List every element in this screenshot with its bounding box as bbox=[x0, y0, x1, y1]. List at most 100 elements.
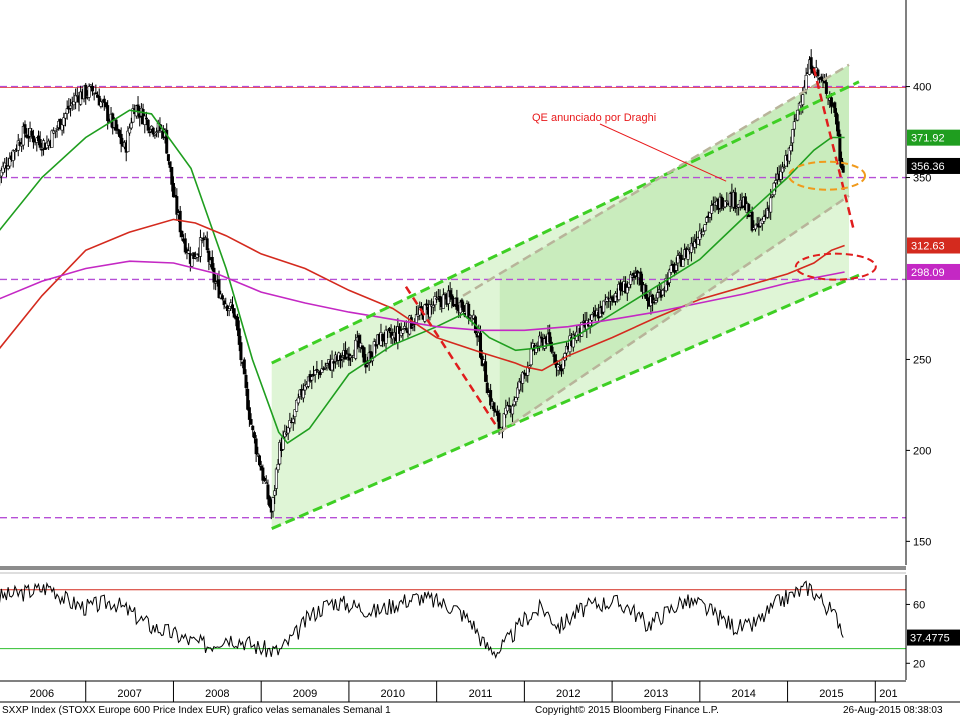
candle-body bbox=[301, 389, 305, 399]
candle-body bbox=[251, 425, 255, 431]
x-tick-label: 2012 bbox=[556, 688, 580, 700]
price-chart: 150200250350400371.92356.36312.63298.09 … bbox=[0, 0, 960, 703]
candle-body bbox=[325, 363, 329, 366]
candle-body bbox=[710, 205, 714, 214]
candle-body bbox=[580, 322, 584, 337]
candle-body bbox=[443, 292, 447, 295]
candle-body bbox=[829, 97, 833, 107]
candle-body bbox=[30, 130, 34, 136]
candle-body bbox=[435, 297, 439, 300]
candle-body bbox=[514, 397, 518, 402]
candle-body bbox=[678, 253, 682, 255]
candle-body bbox=[268, 496, 272, 507]
candle-body bbox=[502, 413, 506, 430]
inner-channel-line bbox=[462, 63, 850, 297]
candle-body bbox=[838, 133, 842, 162]
moving-average-line bbox=[0, 260, 845, 332]
inner-channel-fill bbox=[499, 64, 849, 433]
candle-body bbox=[102, 98, 106, 103]
footer-copyright: Copyright© 2015 Bloomberg Finance L.P. bbox=[535, 705, 719, 716]
candle-body bbox=[770, 194, 774, 197]
candle-body bbox=[836, 121, 840, 137]
footer-title: SXXP Index (STOXX Europe 600 Price Index… bbox=[2, 705, 391, 716]
candle-body bbox=[565, 345, 569, 354]
candle-body bbox=[330, 358, 334, 371]
candle-body bbox=[58, 118, 62, 130]
candle-body bbox=[129, 122, 133, 129]
x-tick-label: 2007 bbox=[117, 688, 141, 700]
candle-body bbox=[571, 334, 575, 348]
y-tick-label: 200 bbox=[913, 445, 931, 457]
candle-body bbox=[212, 267, 216, 283]
candle-body bbox=[674, 264, 678, 271]
candle-body bbox=[656, 292, 660, 299]
candle-body bbox=[703, 224, 707, 232]
candle-body bbox=[511, 405, 515, 415]
candle-body bbox=[178, 210, 182, 233]
candle-body bbox=[168, 161, 172, 168]
candle-body bbox=[359, 342, 363, 348]
candle-body bbox=[816, 69, 820, 77]
candle-body bbox=[266, 484, 270, 500]
candle-body bbox=[210, 256, 214, 270]
candle-body bbox=[489, 390, 493, 406]
sub-last-value-badge bbox=[907, 629, 960, 646]
candle-body bbox=[263, 477, 267, 481]
candle-body bbox=[256, 453, 260, 456]
candle-body bbox=[173, 194, 177, 197]
last-value-label: 356.36 bbox=[911, 161, 945, 173]
footer: SXXP Index (STOXX Europe 600 Price Index… bbox=[0, 703, 960, 720]
candle-body bbox=[625, 287, 629, 294]
candle-body bbox=[549, 341, 553, 352]
candle-body bbox=[293, 409, 297, 417]
candle-body bbox=[207, 250, 211, 263]
candle-body bbox=[492, 402, 496, 412]
candle-body bbox=[286, 427, 290, 434]
candle-body bbox=[50, 130, 54, 148]
candle-body bbox=[667, 269, 671, 283]
candle-body bbox=[485, 382, 489, 394]
candle-body bbox=[144, 117, 148, 120]
candle-body bbox=[796, 109, 800, 121]
candle-body bbox=[705, 217, 709, 223]
sub-last-value-label: 37.4775 bbox=[910, 633, 950, 645]
candle-body bbox=[654, 300, 658, 303]
sub-y-tick-label: 20 bbox=[913, 658, 925, 670]
candle-body bbox=[774, 180, 778, 184]
candle-body bbox=[801, 94, 805, 106]
candle-body bbox=[89, 84, 93, 87]
candle-body bbox=[252, 432, 256, 439]
candle-body bbox=[669, 265, 673, 273]
x-tick-label: 2010 bbox=[381, 688, 405, 700]
candle-body bbox=[362, 347, 366, 363]
candle-body bbox=[762, 216, 766, 222]
candle-body bbox=[323, 367, 327, 369]
candle-body bbox=[170, 166, 174, 185]
candle-body bbox=[53, 130, 57, 132]
x-tick-label: 2015 bbox=[819, 688, 843, 700]
candle-body bbox=[792, 121, 796, 130]
candle-body bbox=[232, 308, 236, 318]
candle-body bbox=[425, 303, 429, 306]
oscillator-line bbox=[0, 580, 844, 659]
candle-body bbox=[264, 482, 268, 485]
ma-ellipse bbox=[794, 252, 877, 281]
candle-body bbox=[175, 196, 179, 215]
candle-body bbox=[55, 128, 59, 130]
candle-body bbox=[136, 104, 140, 112]
candle-body bbox=[183, 238, 187, 253]
candle-body bbox=[284, 432, 288, 435]
candle-body bbox=[291, 418, 295, 423]
candle-body bbox=[789, 145, 793, 152]
candle-body bbox=[13, 150, 17, 153]
x-tick-label: 201 bbox=[879, 688, 897, 700]
last-value-label: 312.63 bbox=[911, 241, 945, 253]
candle-body bbox=[231, 304, 235, 309]
candle-body bbox=[220, 295, 224, 300]
candle-body bbox=[236, 316, 240, 331]
candle-body bbox=[128, 127, 132, 134]
candle-body bbox=[791, 129, 795, 144]
candle-body bbox=[507, 405, 511, 407]
y-tick-label: 350 bbox=[913, 173, 931, 185]
annotation-arrow bbox=[599, 123, 727, 182]
